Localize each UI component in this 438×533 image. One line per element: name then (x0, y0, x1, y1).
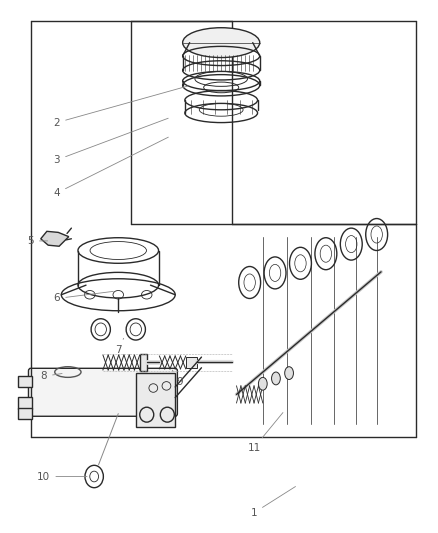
Text: 4: 4 (53, 137, 168, 198)
Text: 8: 8 (40, 372, 62, 381)
Bar (18, 397, 32, 409)
Polygon shape (41, 231, 69, 246)
FancyBboxPatch shape (28, 368, 177, 416)
Text: 7: 7 (115, 338, 124, 354)
Ellipse shape (272, 372, 280, 385)
Ellipse shape (285, 367, 293, 379)
Text: 10: 10 (37, 472, 87, 481)
Text: 3: 3 (53, 118, 168, 165)
Ellipse shape (183, 28, 260, 58)
Text: 5: 5 (27, 236, 48, 246)
Text: 2: 2 (53, 86, 188, 127)
Text: 1: 1 (251, 487, 296, 518)
Bar (186, 357, 197, 368)
Text: 11: 11 (247, 413, 283, 453)
Bar (18, 376, 32, 387)
Bar (18, 408, 32, 419)
Text: 9: 9 (172, 370, 183, 386)
Ellipse shape (258, 377, 267, 390)
Polygon shape (136, 373, 175, 427)
Bar (140, 354, 147, 371)
Text: 6: 6 (53, 292, 113, 303)
